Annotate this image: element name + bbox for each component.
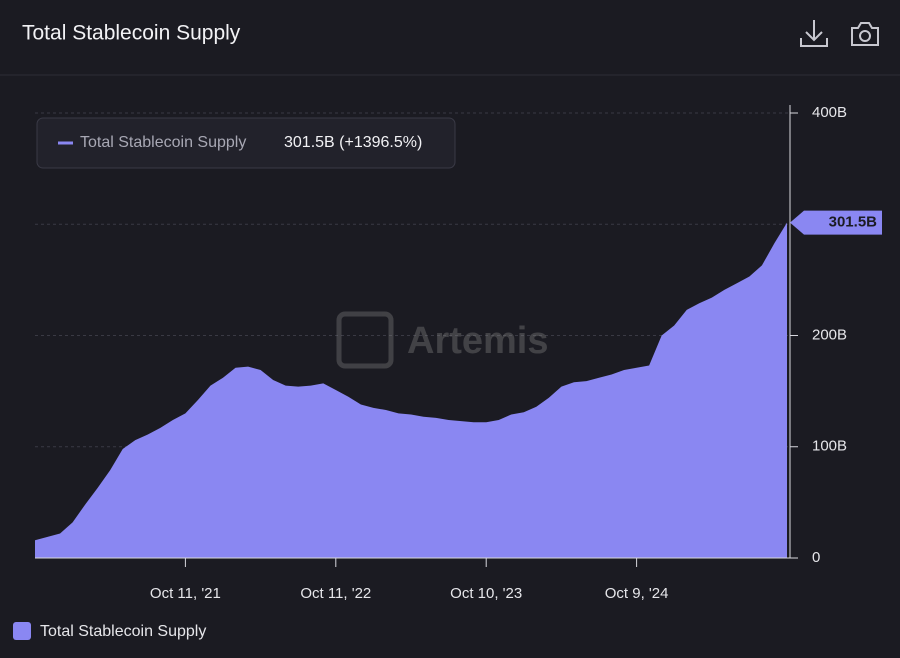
- watermark-logo: [336, 311, 394, 369]
- watermark: Artemis: [336, 311, 549, 369]
- camera-lens: [859, 30, 871, 42]
- download-glyph: [800, 20, 828, 47]
- x-tick-label: Oct 10, '23: [450, 585, 522, 602]
- camera-body: [851, 22, 879, 46]
- y-tick-label: 200B: [812, 326, 847, 343]
- x-tick-label: Oct 9, '24: [605, 585, 669, 602]
- tooltip: Total Stablecoin Supply 301.5B (+1396.5%…: [36, 117, 456, 169]
- camera-icon[interactable]: [851, 22, 879, 46]
- plot: Oct 11, '21 Oct 11, '22 Oct 10, '23 Oct 9, …: [35, 104, 882, 602]
- end-badge: [790, 210, 882, 235]
- tooltip-name: Total Stablecoin Supply: [80, 134, 246, 151]
- end-label: 301.5B: [829, 214, 878, 231]
- chart-title: Total Stablecoin Supply: [22, 22, 241, 45]
- x-tick-label: Oct 11, '22: [300, 585, 371, 602]
- legend-label[interactable]: Total Stablecoin Supply: [40, 623, 206, 640]
- tooltip-box: [36, 117, 456, 169]
- legend-swatch[interactable]: [13, 622, 31, 640]
- y-tick-label: 400B: [812, 104, 847, 121]
- tooltip-value: 301.5B (+1396.5%): [284, 134, 422, 151]
- watermark-text: Artemis: [407, 320, 549, 362]
- x-tick-label: Oct 11, '21: [150, 585, 221, 602]
- y-tick-label: 100B: [812, 438, 847, 455]
- download-icon[interactable]: [800, 20, 828, 47]
- area: [35, 222, 787, 559]
- y-tick-label: 0: [812, 549, 820, 566]
